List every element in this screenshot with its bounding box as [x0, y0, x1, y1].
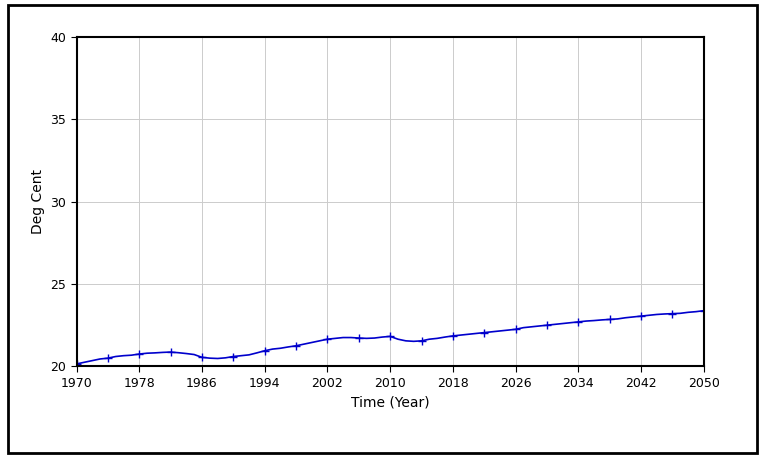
X-axis label: Time (Year): Time (Year)	[351, 395, 429, 409]
Y-axis label: Deg Cent: Deg Cent	[31, 169, 44, 234]
